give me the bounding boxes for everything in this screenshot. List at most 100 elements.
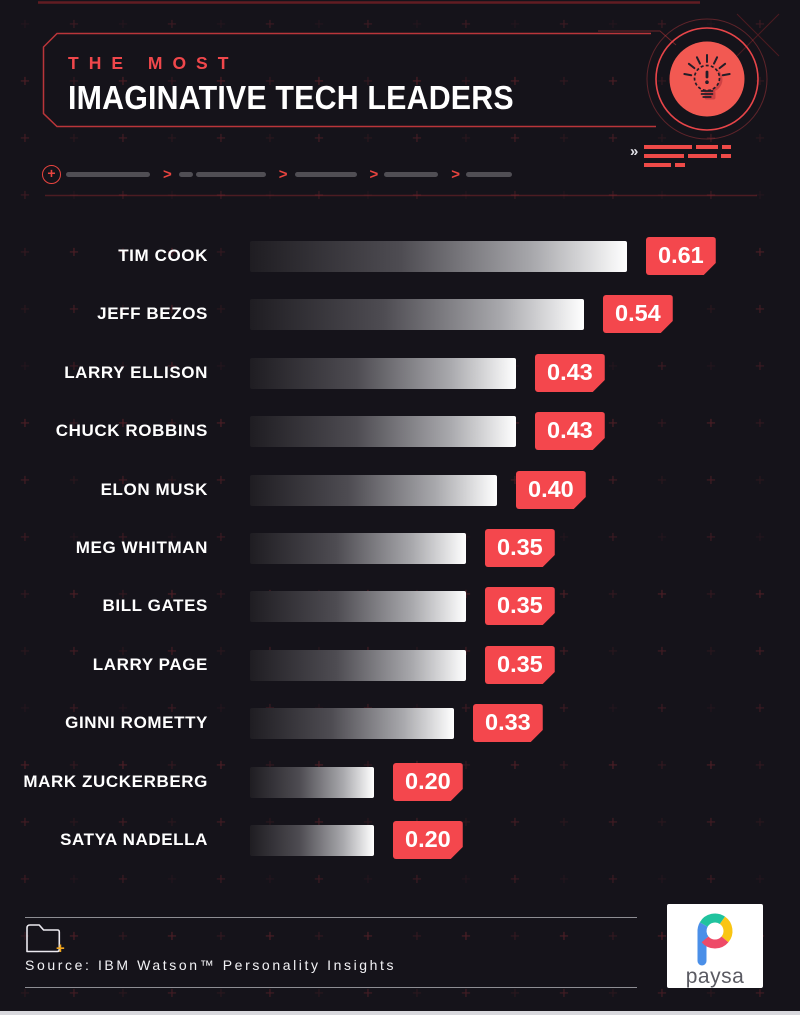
plus-decoration: + <box>657 926 667 946</box>
plus-decoration: + <box>657 869 667 889</box>
folder-icon-group: + <box>25 923 65 959</box>
chart-row: BILL GATES 0.35 <box>0 577 800 635</box>
redacted-row <box>644 154 732 158</box>
chart-row: TIM COOK 0.61 <box>0 227 800 285</box>
step-segment <box>384 171 439 177</box>
plus-decoration: + <box>412 926 422 946</box>
bar-label: LARRY PAGE <box>92 655 208 674</box>
bar-label: ELON MUSK <box>100 480 208 499</box>
folder-plus-icon: + <box>56 940 65 957</box>
chart-row: MEG WHITMAN 0.35 <box>0 519 800 577</box>
plus-decoration: + <box>657 983 667 1003</box>
plus-decoration: + <box>706 869 716 889</box>
step-chevron-icon: > <box>278 165 288 183</box>
page-title: IMAGINATIVE TECH LEADERS <box>68 79 514 116</box>
value-badge: 0.40 <box>516 471 586 509</box>
redacted-row <box>644 163 731 167</box>
plus-decoration: + <box>216 869 226 889</box>
value-badge: 0.20 <box>393 763 463 801</box>
plus-decoration: + <box>510 926 520 946</box>
folder-icon <box>26 924 61 953</box>
plus-decoration: + <box>216 926 226 946</box>
bar <box>250 240 627 272</box>
chart-row: JEFF BEZOS 0.54 <box>0 285 800 343</box>
chart-row: LARRY ELLISON 0.43 <box>0 344 800 402</box>
bar <box>250 474 497 506</box>
plus-decoration: + <box>118 869 128 889</box>
value-badge: 0.54 <box>603 295 673 333</box>
step-chevron-icon: > <box>163 165 172 183</box>
bar-label: MARK ZUCKERBERG <box>23 772 208 791</box>
plus-decoration: + <box>314 869 324 889</box>
bar-label: TIM COOK <box>118 246 208 265</box>
bar-label: GINNI ROMETTY <box>65 713 208 732</box>
chart-row: LARRY PAGE 0.35 <box>0 636 800 694</box>
step-segment <box>66 171 150 177</box>
plus-decoration: + <box>755 869 765 889</box>
plus-decoration: + <box>461 926 471 946</box>
step-segment <box>466 171 513 177</box>
title-box: THE MOST IMAGINATIVE TECH LEADERS <box>43 33 743 127</box>
plus-decoration: + <box>69 869 79 889</box>
plus-decoration: + <box>412 869 422 889</box>
step-segment <box>294 171 357 177</box>
plus-decoration: + <box>608 869 618 889</box>
redacted-block <box>696 145 719 149</box>
value-badge: 0.43 <box>535 354 605 392</box>
step-segment <box>178 171 193 177</box>
bar <box>250 532 466 564</box>
forward-chevrons-icon: » <box>630 143 638 160</box>
header-frame-decoration <box>38 1 780 197</box>
footer-rule-top <box>25 917 637 918</box>
paysa-logo-icon <box>697 913 733 966</box>
bar <box>250 649 466 681</box>
redacted-note: » <box>630 143 732 167</box>
bar-label: MEG WHITMAN <box>75 538 208 557</box>
value-badge: 0.35 <box>485 587 555 625</box>
plus-decoration: + <box>118 926 128 946</box>
plus-decoration: + <box>20 869 30 889</box>
chart-row: GINNI ROMETTY 0.33 <box>0 694 800 752</box>
bar-label: LARRY ELLISON <box>64 363 208 382</box>
bar <box>250 824 374 856</box>
brand-name: paysa <box>685 965 745 988</box>
redacted-row <box>644 145 732 149</box>
bar-label: JEFF BEZOS <box>97 304 208 323</box>
source-attribution: Source: IBM Watson™ Personality Insights <box>25 957 397 973</box>
redacted-block <box>721 154 732 158</box>
redacted-text-decoration <box>644 145 732 167</box>
bar <box>250 590 466 622</box>
chart-row: CHUCK ROBBINS 0.43 <box>0 402 800 460</box>
plus-decoration: + <box>265 869 275 889</box>
bar <box>250 766 374 798</box>
plus-decoration: + <box>559 926 569 946</box>
bar-label: BILL GATES <box>102 596 208 615</box>
plus-decoration: + <box>461 869 471 889</box>
redacted-block <box>722 145 732 149</box>
plus-decoration: + <box>314 926 324 946</box>
plus-decoration: + <box>608 926 618 946</box>
redacted-block <box>644 154 685 158</box>
bar-label: CHUCK ROBBINS <box>55 421 208 440</box>
bottom-edge-strip <box>0 1011 800 1015</box>
bar <box>250 298 584 330</box>
bar <box>250 707 454 739</box>
step-segment <box>195 171 266 177</box>
step-chevron-icon: > <box>451 165 461 183</box>
redacted-block <box>644 145 693 149</box>
redacted-block <box>675 163 686 167</box>
plus-decoration: + <box>167 926 177 946</box>
chart-row: SATYA NADELLA 0.20 <box>0 811 800 869</box>
redacted-block <box>688 154 718 158</box>
plus-decoration: + <box>510 869 520 889</box>
bar-label: SATYA NADELLA <box>60 830 208 849</box>
brand-card: paysa <box>667 904 763 988</box>
plus-decoration: + <box>167 869 177 889</box>
value-badge: 0.61 <box>646 237 716 275</box>
redacted-block <box>644 163 672 167</box>
value-badge: 0.33 <box>473 704 543 742</box>
plus-decoration: + <box>559 869 569 889</box>
value-badge: 0.43 <box>535 412 605 450</box>
step-chevron-icon: > <box>369 165 379 183</box>
